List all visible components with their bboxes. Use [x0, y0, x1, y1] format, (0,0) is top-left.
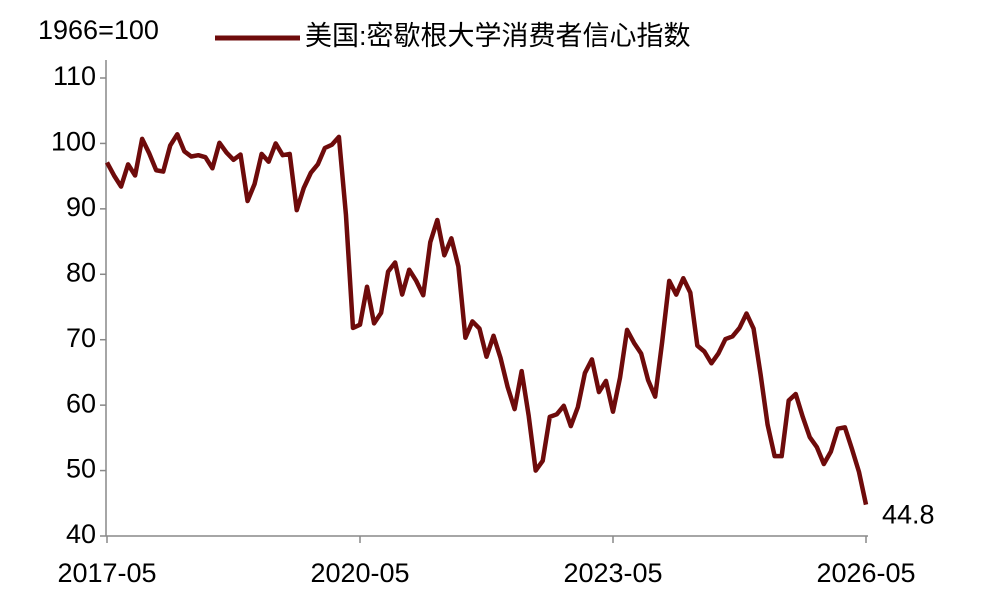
annotation: 1966=100 [38, 15, 159, 45]
y-tick-label: 100 [51, 127, 96, 157]
y-tick-label: 90 [66, 192, 96, 222]
y-tick-label: 80 [66, 257, 96, 287]
x-tick-label: 2020-05 [310, 558, 409, 588]
data-label: 44.8 [882, 500, 935, 530]
y-tick-label: 70 [66, 323, 96, 353]
x-tick-label: 2026-05 [816, 558, 915, 588]
data-line [105, 132, 869, 506]
y-tick-label: 50 [66, 454, 96, 484]
y-tick-label: 60 [66, 388, 96, 418]
y-tick-label: 40 [66, 519, 96, 549]
x-tick-label: 2023-05 [563, 558, 662, 588]
legend-label: 美国:密歇根大学消费者信心指数 [305, 21, 691, 51]
x-tick-label: 2017-05 [57, 558, 156, 588]
y-tick-label: 110 [53, 61, 96, 91]
